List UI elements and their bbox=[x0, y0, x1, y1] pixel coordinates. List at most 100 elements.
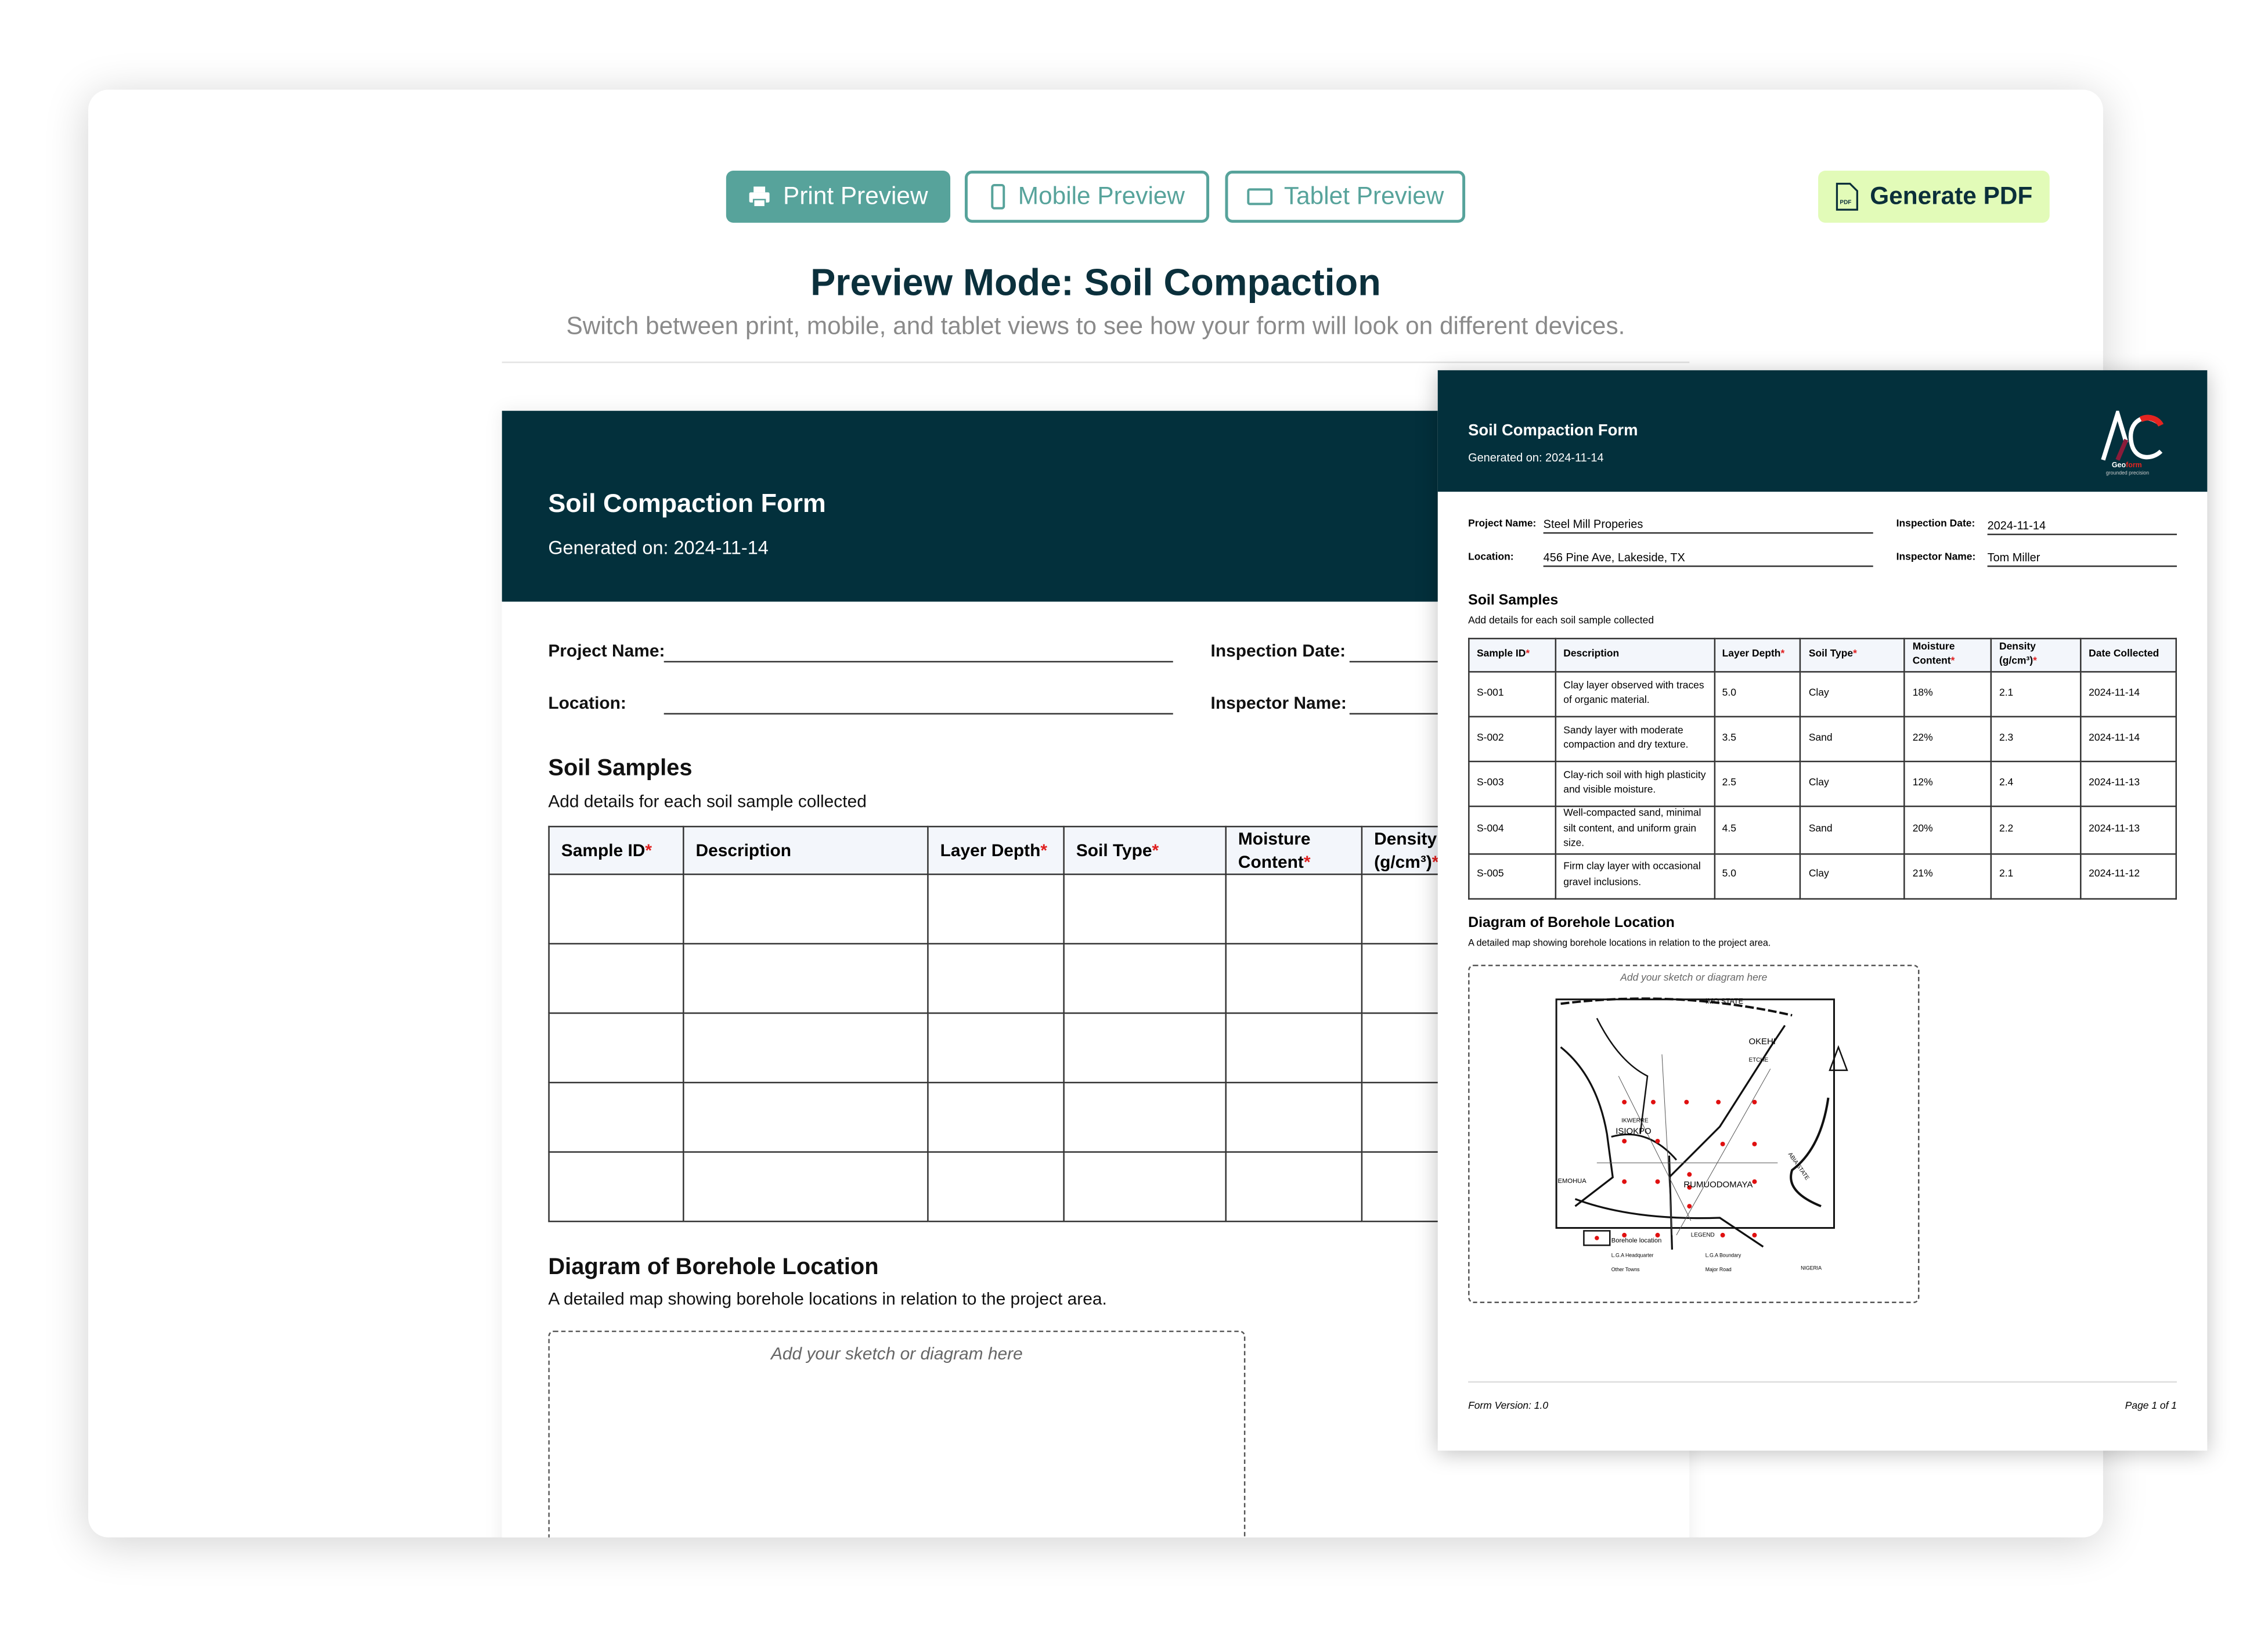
table-cell: 12% bbox=[1903, 760, 1992, 807]
table-cell: 2.5 bbox=[1713, 760, 1802, 807]
mobile-preview-button[interactable]: Mobile Preview bbox=[964, 171, 1210, 223]
sketch-area[interactable]: Add your sketch or diagram here IMO STAT… bbox=[1468, 964, 1920, 1304]
table-cell-input[interactable] bbox=[1063, 943, 1227, 1014]
table-cell: S-002 bbox=[1468, 716, 1556, 763]
borehole-marker bbox=[1684, 1099, 1689, 1105]
diagram-heading: Diagram of Borehole Location bbox=[1468, 915, 1675, 932]
tablet-preview-page: Soil Compaction Form Generated on: 2024-… bbox=[1437, 370, 2208, 1451]
table-cell-input[interactable] bbox=[1063, 1151, 1227, 1222]
map-label: Borehole location bbox=[1611, 1237, 1662, 1244]
table-cell-input[interactable] bbox=[683, 1081, 929, 1153]
table-cell-input[interactable] bbox=[927, 1151, 1065, 1222]
generate-pdf-button[interactable]: PDF Generate PDF bbox=[1818, 171, 2050, 223]
required-asterisk: * bbox=[1853, 649, 1857, 659]
soil-samples-subtitle: Add details for each soil sample collect… bbox=[1468, 616, 1654, 626]
borehole-marker bbox=[1720, 1141, 1725, 1146]
location-field[interactable] bbox=[664, 713, 1173, 715]
table-cell: 3.5 bbox=[1713, 716, 1802, 763]
tablet-preview-button[interactable]: Tablet Preview bbox=[1225, 171, 1466, 223]
print-preview-label: Print Preview bbox=[783, 182, 928, 210]
table-cell-input[interactable] bbox=[683, 1012, 929, 1084]
inspection-date-field[interactable]: 2024-11-14 bbox=[1987, 520, 2177, 535]
borehole-marker bbox=[1655, 1232, 1660, 1238]
form-title: Soil Compaction Form bbox=[1468, 422, 1638, 440]
table-cell-input[interactable] bbox=[548, 1012, 684, 1084]
map-label: NIGERIA bbox=[1801, 1265, 1822, 1271]
table-cell-input[interactable] bbox=[927, 1081, 1065, 1153]
diagram-heading: Diagram of Borehole Location bbox=[548, 1255, 879, 1280]
project-name-label: Project Name: bbox=[1468, 519, 1537, 529]
table-cell-input[interactable] bbox=[1063, 1012, 1227, 1084]
column-header-label: Soil Type bbox=[1808, 649, 1854, 659]
sketch-hint: Add your sketch or diagram here bbox=[1620, 973, 1768, 984]
required-asterisk: * bbox=[1526, 649, 1530, 659]
table-cell-input[interactable] bbox=[683, 873, 929, 945]
map-label: EMOHUA bbox=[1558, 1178, 1587, 1185]
project-name-label: Project Name: bbox=[548, 640, 665, 661]
project-name-field[interactable] bbox=[664, 661, 1173, 663]
table-cell-input[interactable] bbox=[548, 873, 684, 945]
printer-icon bbox=[749, 186, 770, 208]
column-header-label: Density (g/cm³) bbox=[1999, 641, 2036, 667]
page-subtitle: Switch between print, mobile, and tablet… bbox=[566, 312, 1625, 340]
table-cell-input[interactable] bbox=[683, 1151, 929, 1222]
table-cell-input[interactable] bbox=[1225, 1081, 1363, 1153]
table-cell: 2024-11-12 bbox=[2080, 852, 2177, 899]
svg-text:PDF: PDF bbox=[1840, 199, 1851, 205]
table-row: S-003 Clay-rich soil with high plasticity… bbox=[1468, 760, 2177, 807]
table-cell: 18% bbox=[1903, 671, 1992, 717]
mobile-preview-label: Mobile Preview bbox=[1018, 182, 1185, 210]
map-label: L.G.A Headquarter bbox=[1611, 1252, 1654, 1258]
column-header: Soil Type* bbox=[1800, 637, 1906, 673]
table-cell-input[interactable] bbox=[548, 1151, 684, 1222]
table-cell-input[interactable] bbox=[927, 873, 1065, 945]
borehole-marker bbox=[1752, 1179, 1757, 1184]
location-field[interactable]: 456 Pine Ave, Lakeside, TX bbox=[1543, 551, 1873, 567]
table-cell-input[interactable] bbox=[927, 943, 1065, 1014]
table-cell: 2.3 bbox=[1991, 716, 2082, 763]
table-cell-input[interactable] bbox=[1225, 1151, 1363, 1222]
table-cell-input[interactable] bbox=[1225, 943, 1363, 1014]
table-cell-input[interactable] bbox=[927, 1012, 1065, 1084]
column-header-label: Layer Depth bbox=[1722, 649, 1781, 659]
table-cell-input[interactable] bbox=[1063, 1081, 1227, 1153]
borehole-marker bbox=[1622, 1232, 1627, 1238]
column-header-label: Moisture Content bbox=[1912, 641, 1955, 667]
table-cell-input[interactable] bbox=[1225, 873, 1363, 945]
column-header: Moisture Content* bbox=[1903, 637, 1992, 673]
soil-samples-heading: Soil Samples bbox=[1468, 593, 1559, 609]
soil-samples-table: Sample ID* Description Layer Depth* Soil Ty… bbox=[1468, 637, 2177, 899]
table-cell: Firm clay layer with occasional gravel i… bbox=[1555, 852, 1715, 899]
inspector-name-field[interactable]: Tom Miller bbox=[1987, 551, 2177, 567]
column-header-label: Layer Depth bbox=[940, 840, 1041, 861]
column-header-label: Date Collected bbox=[2089, 649, 2159, 659]
table-cell: 2.4 bbox=[1991, 760, 2082, 807]
table-cell-input[interactable] bbox=[548, 1081, 684, 1153]
borehole-marker bbox=[1655, 1179, 1660, 1184]
project-name-field[interactable]: Steel Mill Properies bbox=[1543, 518, 1873, 534]
table-cell: 2.1 bbox=[1991, 852, 2082, 899]
table-cell: Sand bbox=[1800, 805, 1906, 854]
column-header-label: Moisture Content bbox=[1238, 828, 1311, 872]
table-cell: 2.1 bbox=[1991, 671, 2082, 717]
table-cell: Clay bbox=[1800, 760, 1906, 807]
generated-date: Generated on: 2024-11-14 bbox=[548, 536, 769, 558]
tablet-preview-label: Tablet Preview bbox=[1283, 182, 1444, 210]
table-cell: Clay bbox=[1800, 852, 1906, 899]
diagram-subtitle: A detailed map showing borehole location… bbox=[548, 1289, 1107, 1309]
column-header: Description bbox=[683, 825, 929, 875]
map-label: IKWERRE bbox=[1621, 1118, 1649, 1124]
table-cell: 2.2 bbox=[1991, 805, 2082, 854]
table-cell-input[interactable] bbox=[1063, 873, 1227, 945]
table-cell-input[interactable] bbox=[683, 943, 929, 1014]
sketch-area[interactable]: Add your sketch or diagram here bbox=[548, 1330, 1246, 1538]
inspection-date-label: Inspection Date: bbox=[1210, 640, 1346, 661]
print-preview-button[interactable]: Print Preview bbox=[726, 171, 951, 223]
form-title: Soil Compaction Form bbox=[548, 489, 826, 518]
column-header: Layer Depth* bbox=[1713, 637, 1802, 673]
required-asterisk: * bbox=[1432, 852, 1439, 872]
form-header: Soil Compaction Form Generated on: 2024-… bbox=[1437, 370, 2208, 492]
column-header-label: Density (g/cm³) bbox=[1374, 828, 1437, 872]
table-cell-input[interactable] bbox=[1225, 1012, 1363, 1084]
table-cell-input[interactable] bbox=[548, 943, 684, 1014]
